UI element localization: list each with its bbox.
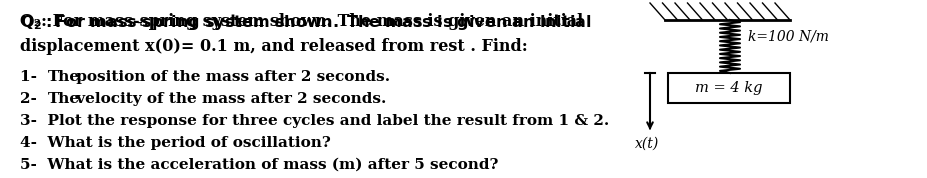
Text: position of the mass after 2 seconds.: position of the mass after 2 seconds. [71,70,389,84]
Bar [667,73,789,103]
Text: Q₂: For mass-spring system shown. The mass is given an initial: Q₂: For mass-spring system shown. The ma… [20,13,582,30]
Text: m = 4 kg: m = 4 kg [694,81,762,95]
Text: 3-  Plot the response for three cycles and label the result from 1 & 2.: 3- Plot the response for three cycles an… [20,114,609,128]
Text: x(t): x(t) [634,137,658,151]
Text: k=100 N/m: k=100 N/m [747,30,828,43]
Text: 5-  What is the acceleration of mass (m) after 5 second?: 5- What is the acceleration of mass (m) … [20,158,498,172]
Text: 4-  What is the period of oscillation?: 4- What is the period of oscillation? [20,136,330,150]
Text: displacement x(0)= 0.1 m, and released from rest . Find:: displacement x(0)= 0.1 m, and released f… [20,38,527,55]
Text: The: The [48,92,80,106]
Text: 1-: 1- [20,70,47,84]
Text: velocity of the mass after 2 seconds.: velocity of the mass after 2 seconds. [71,92,386,106]
Text: $\mathbf{Q_2}$$\mathbf{: For\ mass\text{-}spring\ system\ shown.\ The\ mass\ is\: $\mathbf{Q_2}$$\mathbf{: For\ mass\text{… [20,13,590,32]
Text: The: The [48,70,80,84]
Text: 2-: 2- [20,92,47,106]
